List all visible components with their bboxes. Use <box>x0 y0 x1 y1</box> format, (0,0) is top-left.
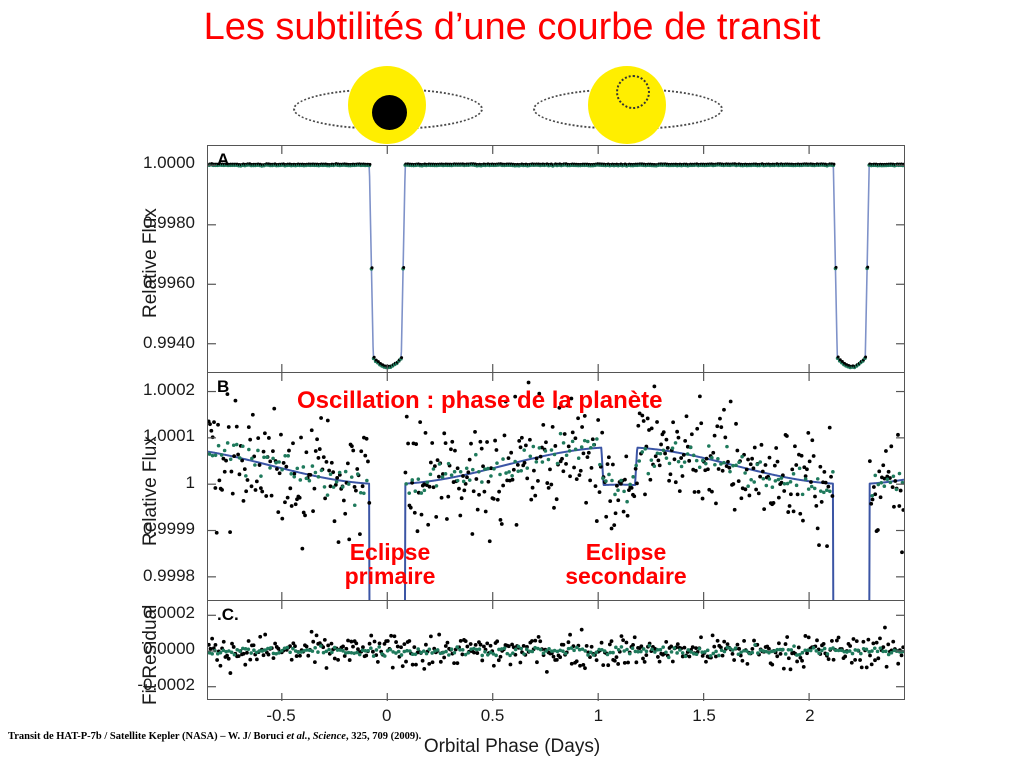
y-tick-label: 0.9960 <box>143 272 195 292</box>
x-tick-label: -0.5 <box>266 706 296 725</box>
panel-b: B <box>208 373 904 601</box>
annotation-eclipse-primaire-line2: primaire <box>344 563 436 590</box>
panel-a: A <box>208 146 904 373</box>
y-tick-label: 1 <box>185 472 195 492</box>
x-tick-label: 2 <box>805 706 815 725</box>
panel-c: .C. <box>208 601 904 701</box>
y-tick-label: 0.0000 <box>143 639 195 658</box>
x-tick-label: 1.5 <box>692 706 716 725</box>
x-tick-label: 1 <box>593 706 604 725</box>
y-tick-label: 1.0000 <box>143 153 195 173</box>
transit-primary-diagram <box>288 62 488 148</box>
y-tick-label: 1.0002 <box>143 379 195 399</box>
y-tick-label: 0.0002 <box>143 603 195 623</box>
x-axis-title: Orbital Phase (Days) <box>423 736 601 757</box>
x-tick-label: 0.5 <box>480 706 505 725</box>
light-curve-figure: A B .C. <box>207 145 905 701</box>
annotation-eclipse-secondaire-line2: secondaire <box>565 563 687 590</box>
annotation-eclipse-primaire-line1: Eclipse <box>349 539 431 565</box>
panel-b-letter: B <box>217 377 230 396</box>
y-axis-title: Relative Flux <box>140 435 161 546</box>
annotation-oscillation: Oscillation : phase de la planète <box>297 387 663 414</box>
caption-journal: Science <box>312 731 346 742</box>
annotation-eclipse-primaire: Eclipse primaire <box>330 540 450 588</box>
panel-c-letter: .C. <box>217 605 239 624</box>
annotation-eclipse-secondaire: Eclipse secondaire <box>546 540 706 588</box>
planet-silhouette-icon <box>372 95 407 130</box>
caption-year: (2009). <box>390 731 422 742</box>
annotation-eclipse-secondaire-line1: Eclipse <box>585 539 667 565</box>
y-tick-label: 0.9980 <box>143 213 195 233</box>
panel-a-letter: A <box>217 150 230 169</box>
caption-part-1: Transit de HAT-P-7b / Satellite Kepler (… <box>8 731 287 742</box>
caption-part-2: , <box>307 731 313 742</box>
y-tick-label: -0.0002 <box>137 674 195 694</box>
y-axis-title: Fit Residual <box>140 604 161 706</box>
y-tick-label: 1.0001 <box>143 426 195 446</box>
planet-outline-icon <box>616 75 650 109</box>
y-axis-labels: 1.0000 0.9980 0.9960 0.9940 Relative Flux 1.0… <box>0 0 200 768</box>
occultation-diagram <box>528 62 728 148</box>
y-tick-label: 0.9999 <box>143 519 195 539</box>
page-title: Les subtilités d’une courbe de transit <box>203 6 821 48</box>
figure-caption: Transit de HAT-P-7b / Satellite Kepler (… <box>8 730 428 744</box>
x-tick-label: 0 <box>382 706 392 725</box>
caption-etal: et al. <box>286 731 308 742</box>
y-tick-label: 0.9998 <box>143 565 195 585</box>
y-axis-title: Relative Flux <box>140 208 161 319</box>
caption-part-3: , 325, 709 <box>345 731 388 742</box>
y-tick-label: 0.9940 <box>143 332 195 352</box>
